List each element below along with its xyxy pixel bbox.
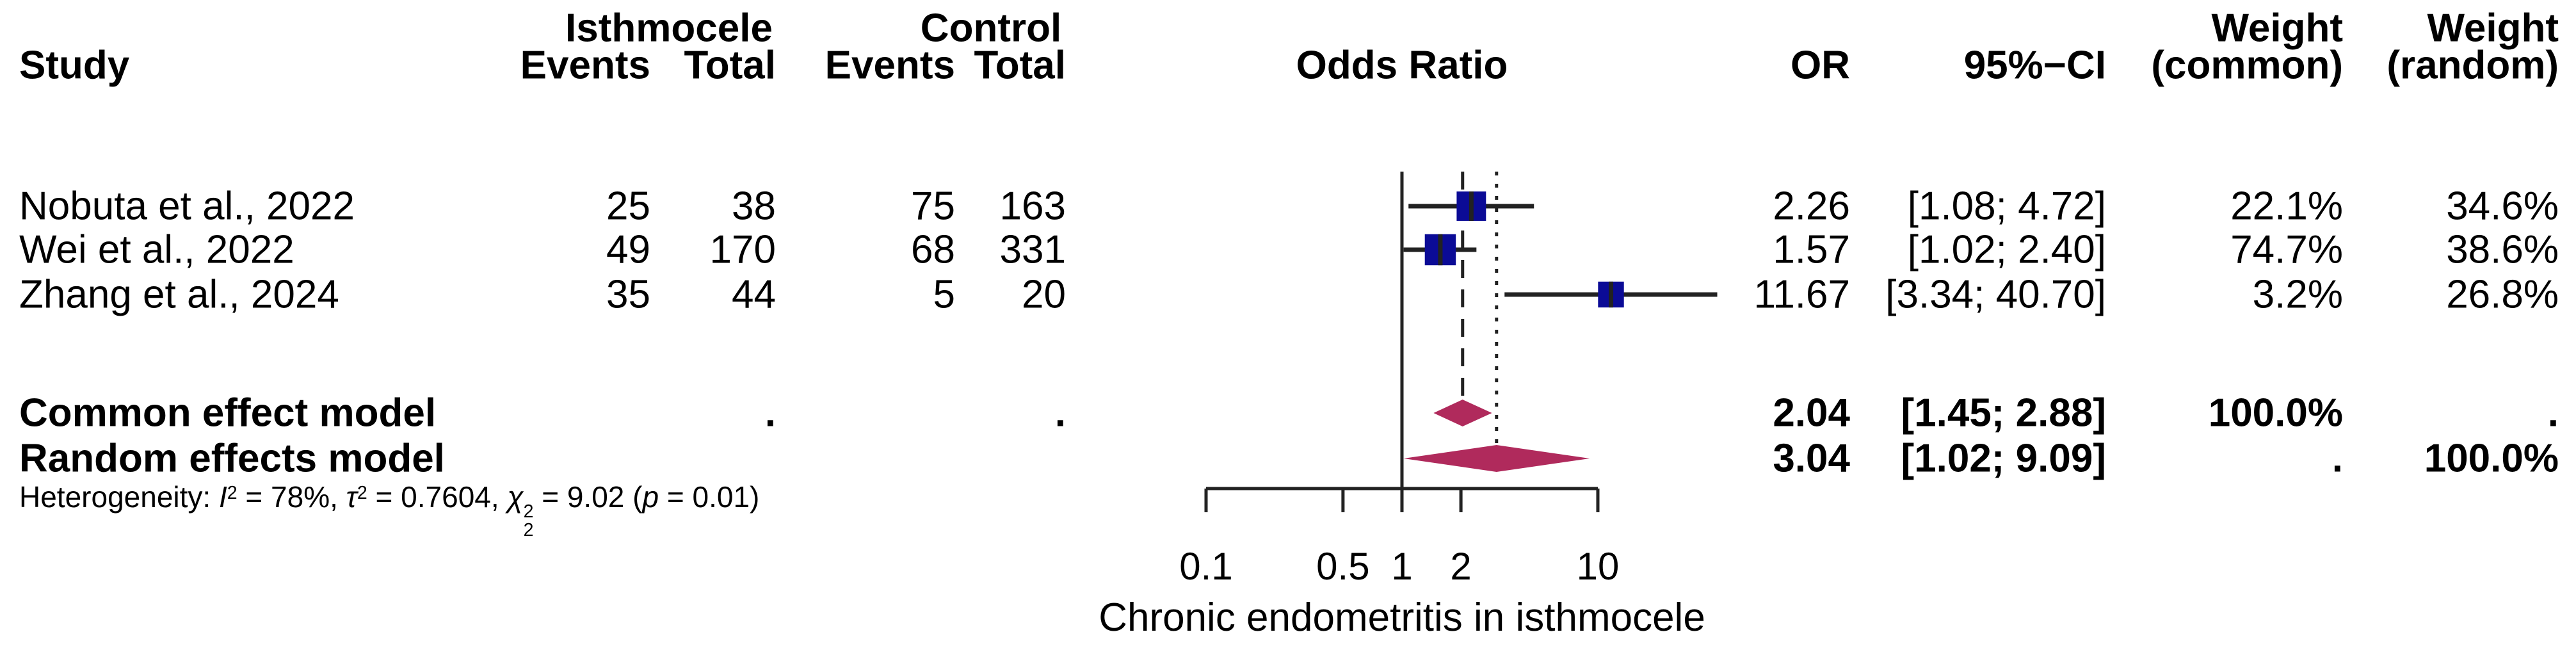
- col-header-events-control: Events: [825, 43, 955, 88]
- col-header-total-isthmocele: Total: [684, 43, 777, 88]
- col-header-total-control: Total: [974, 43, 1067, 88]
- study-name: Wei et al., 2022: [19, 227, 294, 272]
- col-group-isthmocele: Isthmocele: [565, 6, 773, 51]
- or-value: 2.04: [1773, 391, 1850, 435]
- col-header-ci: 95%−CI: [1963, 43, 2106, 88]
- col-header-weight-common: (common): [2151, 43, 2343, 88]
- or-value: 1.57: [1773, 227, 1850, 272]
- x-axis-tick-label: 10: [1577, 545, 1620, 588]
- col-group-control: Control: [920, 6, 1062, 51]
- x-axis-tick-label: 0.5: [1316, 545, 1369, 588]
- weight-random-value: 34.6%: [2446, 184, 2559, 229]
- x-axis-title: Chronic endometritis in isthmocele: [1099, 595, 1705, 640]
- weight-common-value: 22.1%: [2230, 184, 2343, 229]
- study-name: Zhang et al., 2024: [19, 272, 339, 317]
- or-value: 2.26: [1773, 184, 1850, 229]
- isthmocele-total-placeholder: .: [764, 391, 776, 435]
- ci-value: [1.02; 2.40]: [1907, 227, 2106, 272]
- common-effect-label: Common effect model: [19, 391, 437, 435]
- isthmocele-events: 49: [606, 227, 650, 272]
- weight-common-placeholder: .: [2331, 436, 2343, 481]
- col-header-events-isthmocele: Events: [520, 43, 650, 88]
- weight-random-value: 38.6%: [2446, 227, 2559, 272]
- x-axis-tick-label: 1: [1391, 545, 1412, 588]
- x-axis-tick-label: 0.1: [1179, 545, 1232, 588]
- control-events: 5: [933, 272, 955, 317]
- weight-random-value: 100.0%: [2424, 436, 2559, 481]
- random-effects-diamond: [1403, 445, 1590, 472]
- control-total: 331: [999, 227, 1066, 272]
- weight-common-value: 100.0%: [2208, 391, 2343, 435]
- isthmocele-total: 38: [732, 184, 776, 229]
- isthmocele-events: 25: [606, 184, 650, 229]
- estimate-tick: [1469, 191, 1474, 221]
- col-header-weight-common-top: Weight: [2211, 6, 2344, 51]
- common-effect-diamond: [1433, 400, 1492, 426]
- control-events: 75: [911, 184, 955, 229]
- control-total: 20: [1022, 272, 1066, 317]
- control-events: 68: [911, 227, 955, 272]
- col-header-or: OR: [1791, 43, 1850, 88]
- ci-value: [3.34; 40.70]: [1885, 272, 2106, 317]
- weight-random-placeholder: .: [2547, 391, 2559, 435]
- col-header-odds-ratio: Odds Ratio: [1296, 43, 1508, 88]
- weight-random-value: 26.8%: [2446, 272, 2559, 317]
- isthmocele-total: 44: [732, 272, 776, 317]
- col-header-weight-random: (random): [2387, 43, 2559, 88]
- or-value: 11.67: [1753, 272, 1850, 317]
- col-header-study: Study: [19, 43, 130, 88]
- control-total-placeholder: .: [1054, 391, 1066, 435]
- ci-value: [1.08; 4.72]: [1907, 184, 2106, 229]
- weight-common-value: 74.7%: [2230, 227, 2343, 272]
- ci-value: [1.45; 2.88]: [1901, 391, 2106, 435]
- weight-common-value: 3.2%: [2252, 272, 2343, 317]
- estimate-tick: [1438, 234, 1443, 266]
- x-axis-tick-label: 2: [1450, 545, 1471, 588]
- or-value: 3.04: [1773, 436, 1850, 481]
- col-header-weight-random-top: Weight: [2427, 6, 2559, 51]
- study-name: Nobuta et al., 2022: [19, 184, 355, 229]
- isthmocele-total: 170: [709, 227, 776, 272]
- ci-value: [1.02; 9.09]: [1901, 436, 2106, 481]
- estimate-tick: [1609, 281, 1614, 308]
- isthmocele-events: 35: [606, 272, 650, 317]
- control-total: 163: [999, 184, 1066, 229]
- random-effects-label: Random effects model: [19, 436, 445, 481]
